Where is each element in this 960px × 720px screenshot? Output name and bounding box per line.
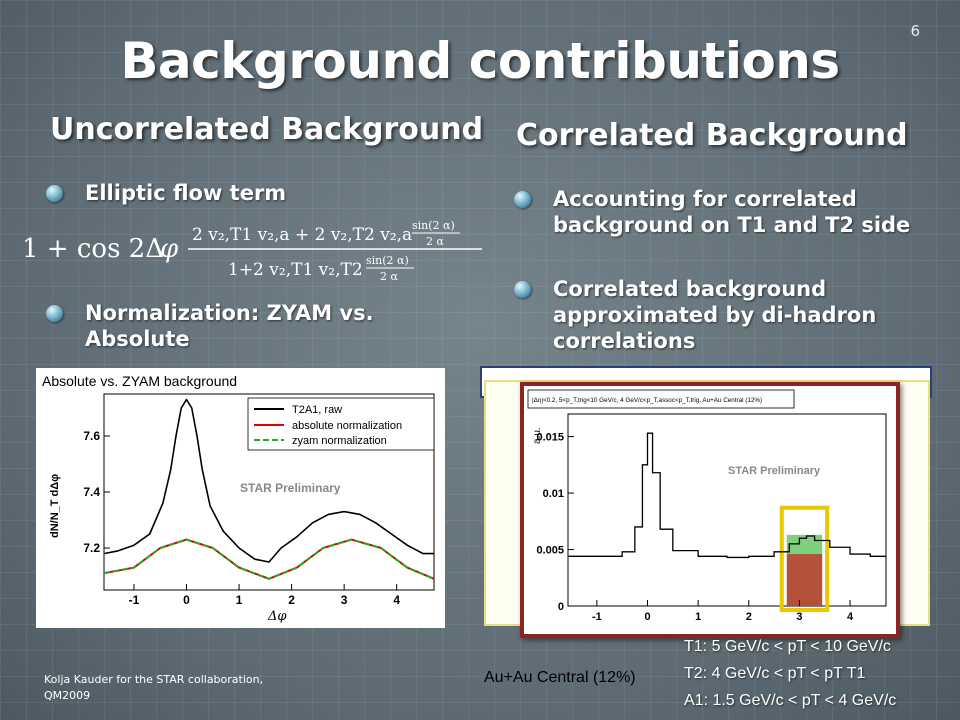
footer-line-2: QM2009 — [44, 689, 91, 702]
legend-item-zyam: zyam normalization — [292, 435, 387, 447]
bullet-icon — [46, 185, 63, 202]
elliptic-flow-formula: 1 + cos 2Δ φ 2 v₂,T1 v₂,a + 2 v₂,T2 v₂,a… — [22, 219, 482, 283]
watermark-text: STAR Preliminary — [728, 465, 821, 477]
x-tick-label: 1 — [695, 611, 701, 623]
svg-text:2 v₂,T1 v₂,a + 2 v₂,T2 v₂,a: 2 v₂,T1 v₂,a + 2 v₂,T2 v₂,a — [192, 225, 412, 245]
uncorrelated-heading: Uncorrelated Background — [50, 112, 484, 147]
panel-caption: Au+Au Central (12%) — [484, 669, 636, 686]
x-tick-label: 1 — [236, 593, 243, 607]
left-plot-caption: Absolute vs. ZYAM background — [42, 373, 238, 389]
slide-number: 6 — [910, 22, 920, 40]
y-tick-label: 0 — [558, 601, 564, 613]
series-line — [103, 398, 434, 563]
footer-credit: Kolja Kauder for the STAR collaboration,… — [44, 672, 263, 704]
bullet-dihadron: Correlated background approximated by di… — [514, 276, 934, 354]
bullet-text: Accounting for correlated background on … — [553, 187, 911, 237]
bullet-text: Elliptic flow term — [85, 181, 287, 205]
bullet-normalization: Normalization: ZYAM vs. Absolute — [46, 300, 466, 352]
bullet-text: Correlated background approximated by di… — [553, 277, 877, 353]
correlated-background-fill — [786, 554, 823, 606]
x-tick-label: 4 — [847, 611, 854, 623]
legend-item-absolute: absolute normalization — [292, 420, 402, 432]
right-plot-panel: |Δη|<0.2, 5<p_T,trig<10 GeV/c, 4 GeV/c<p… — [520, 382, 900, 638]
y-tick-label: 0.01 — [543, 488, 564, 500]
svg-text:1 + cos 2Δ: 1 + cos 2Δ — [22, 234, 164, 264]
plot-header-box — [527, 389, 795, 409]
x-tick-label: 0 — [644, 611, 650, 623]
svg-text:sin(2 α): sin(2 α) — [366, 254, 409, 267]
svg-text:2 α: 2 α — [426, 235, 444, 248]
x-axis-label: Δφ — [267, 609, 287, 624]
plot-area — [567, 413, 887, 607]
bullet-icon — [46, 305, 63, 322]
x-tick-label: -1 — [129, 593, 140, 607]
y-tick-label: 7.6 — [83, 429, 100, 443]
plot-header-text: |Δη|<0.2, 5<p_T,trig<10 GeV/c, 4 GeV/c<p… — [532, 397, 762, 404]
bullet-elliptic-flow: Elliptic flow term — [46, 180, 466, 206]
signal-fill — [786, 534, 823, 555]
bullet-icon — [514, 281, 531, 298]
x-tick-label: 0 — [183, 593, 190, 607]
x-tick-label: -1 — [592, 611, 602, 623]
kinematics-t1: T1: 5 GeV/c < pT < 10 GeV/c — [684, 638, 891, 655]
bullet-icon — [514, 191, 531, 208]
y-tick-label: 0.005 — [536, 545, 564, 557]
svg-text:sin(2 α): sin(2 α) — [412, 219, 455, 232]
y-tick-label: 7.4 — [83, 485, 100, 499]
plot-frame — [567, 413, 887, 607]
highlight-box — [779, 505, 830, 612]
legend-item-raw: T2A1, raw — [292, 404, 342, 416]
y-tick-label: 0.015 — [536, 432, 564, 444]
right-chart: |Δη|<0.2, 5<p_T,trig<10 GeV/c, 4 GeV/c<p… — [527, 389, 887, 623]
watermark-text: STAR Preliminary — [240, 481, 341, 495]
kinematics-a1: A1: 1.5 GeV/c < pT < 4 GeV/c — [684, 692, 897, 709]
x-tick-label: 4 — [393, 593, 400, 607]
legend: T2A1, raw absolute normalization zyam no… — [247, 397, 435, 451]
y-axis-label: dN/N_T dΔφ — [49, 474, 61, 538]
series-line — [568, 432, 886, 559]
slide-title: Background contributions — [120, 32, 840, 90]
svg-text:1+2 v₂,T1 v₂,T2: 1+2 v₂,T1 v₂,T2 — [228, 260, 363, 280]
x-tick-label: 2 — [288, 593, 295, 607]
left-chart: -1 0 1 2 3 4 7.2 7.4 7.6 STAR Preliminary T2A1, … — [49, 393, 435, 624]
bullet-text: Normalization: ZYAM vs. Absolute — [85, 301, 374, 351]
footer-line-1: Kolja Kauder for the STAR collaboration, — [44, 673, 264, 686]
y-tick-label: 7.2 — [83, 541, 100, 555]
series-line — [103, 538, 435, 580]
y-axis-label: a.u. — [532, 427, 543, 444]
left-plot-panel: Absolute vs. ZYAM background -1 0 1 2 3 4 7.2 7… — [36, 368, 445, 628]
x-tick-label: 3 — [341, 593, 348, 607]
svg-text:2 α: 2 α — [380, 270, 398, 283]
x-tick-label: 3 — [796, 611, 802, 623]
bullet-accounting: Accounting for correlated background on … — [514, 186, 934, 238]
kinematics-t2: T2: 4 GeV/c < pT < pT T1 — [684, 665, 866, 682]
svg-text:φ: φ — [160, 234, 179, 264]
x-tick-label: 2 — [746, 611, 752, 623]
series-line — [103, 538, 435, 580]
correlated-heading: Correlated Background — [516, 118, 908, 153]
